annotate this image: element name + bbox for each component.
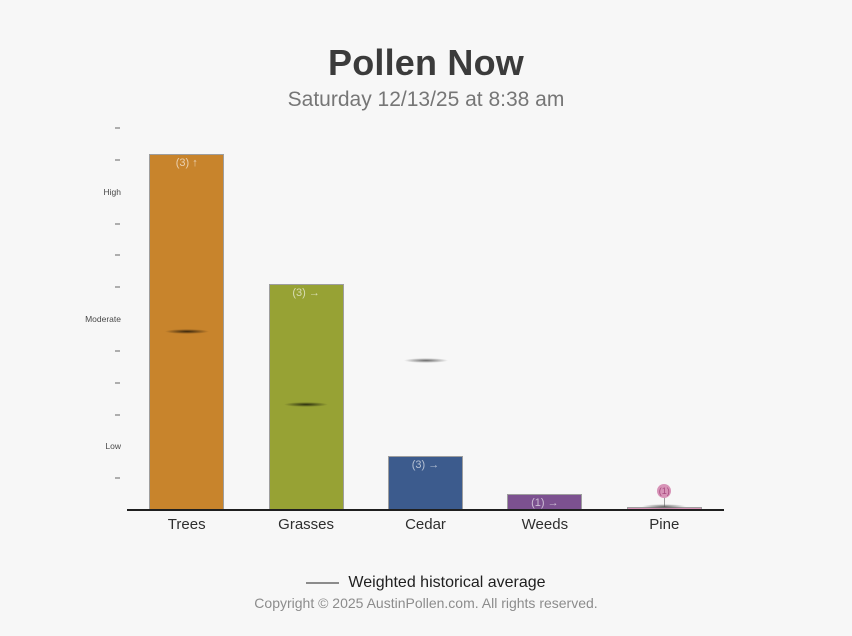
legend-label: Weighted historical average xyxy=(348,574,546,591)
historical-average-marker-cedar xyxy=(402,357,449,363)
legend: Weighted historical average xyxy=(0,573,852,593)
y-axis-tick xyxy=(115,413,120,416)
y-axis-tick xyxy=(115,158,120,161)
bar-value-label-grasses: (3) → xyxy=(292,287,320,299)
x-axis-label-weeds: Weeds xyxy=(521,516,569,533)
bar-grasses xyxy=(268,284,344,510)
y-axis-tick xyxy=(115,254,120,257)
pine-annotation-bubble: (1) xyxy=(657,484,672,498)
copyright-notice: Copyright © 2025 AustinPollen.com. All r… xyxy=(254,595,598,611)
y-axis-tick xyxy=(115,222,120,225)
report-datetime: Saturday 12/13/25 at 8:38 am xyxy=(287,88,565,111)
bar-value-label-trees: (3) ↑ xyxy=(175,156,198,169)
y-axis-tick xyxy=(115,349,120,352)
y-axis-tick xyxy=(115,127,120,130)
y-axis-label-moderate: Moderate xyxy=(85,314,121,325)
bar-value-label-cedar: (3) → xyxy=(411,458,440,471)
x-axis-label-trees: Trees xyxy=(167,516,206,533)
x-axis-label-grasses: Grasses xyxy=(278,516,335,533)
page-title: Pollen Now xyxy=(327,42,524,83)
y-axis-label-high: High xyxy=(103,186,121,197)
y-axis-tick xyxy=(115,286,120,289)
historical-average-marker-pine xyxy=(641,504,688,510)
pine-annotation-stem xyxy=(663,497,666,507)
x-axis-label-pine: Pine xyxy=(649,516,680,533)
legend-line-swatch xyxy=(306,582,340,584)
y-axis-label-low: Low xyxy=(105,441,121,452)
bar-value-label-weeds: (1) → xyxy=(531,497,559,510)
historical-average-marker-trees xyxy=(163,329,210,335)
x-axis-line xyxy=(127,509,724,511)
y-axis-tick xyxy=(115,381,120,384)
x-axis-label-cedar: Cedar xyxy=(405,516,446,533)
y-axis-tick xyxy=(115,477,120,480)
historical-average-marker-grasses xyxy=(283,402,330,408)
